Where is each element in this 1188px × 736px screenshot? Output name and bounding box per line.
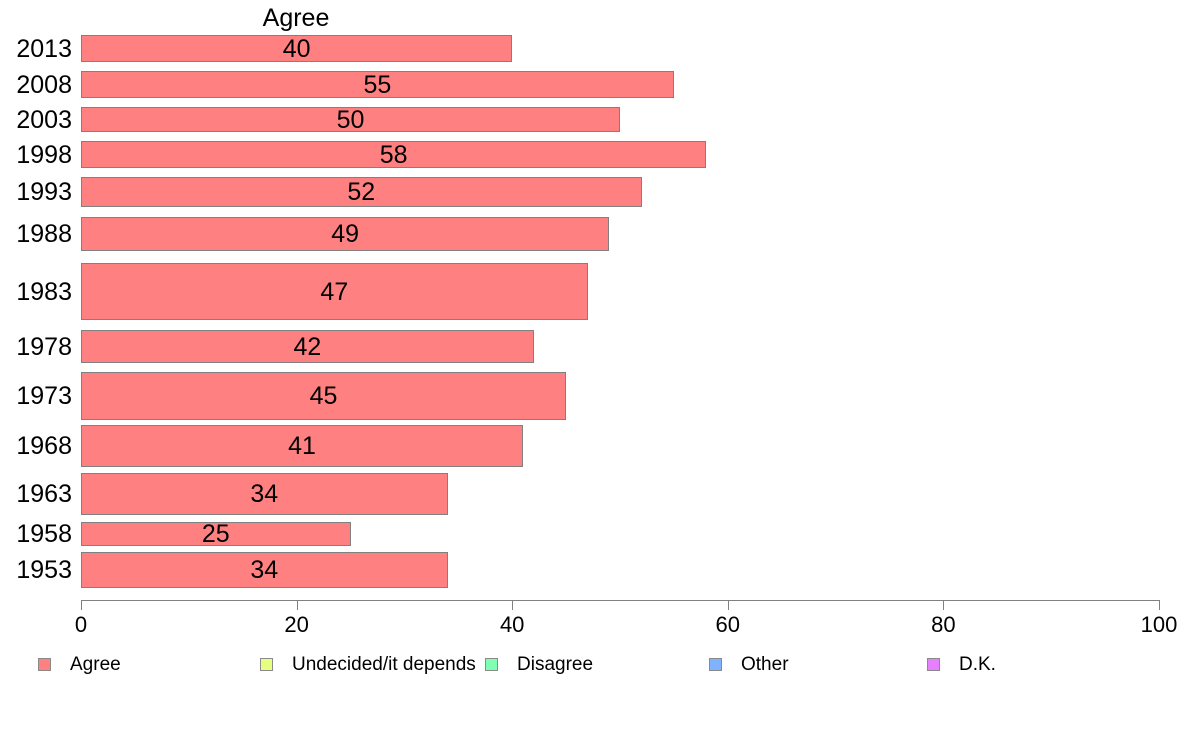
y-axis-label-1993: 1993 <box>16 178 72 206</box>
x-axis-tick-label-0: 0 <box>74 612 88 637</box>
bar-value-label-1978: 42 <box>293 332 322 361</box>
legend-label-3: Other <box>741 654 789 675</box>
legend-swatch-3 <box>709 658 722 671</box>
legend-swatch-2 <box>485 658 498 671</box>
bar-value-label-1983: 47 <box>320 277 349 306</box>
x-axis-tick-label-40: 40 <box>499 612 525 637</box>
bar-2013 <box>81 35 513 62</box>
y-axis-label-1953: 1953 <box>16 556 72 584</box>
bar-value-label-1958: 25 <box>201 520 230 548</box>
bar-1963 <box>81 473 448 515</box>
legend-label-2: Disagree <box>517 654 594 675</box>
legend-label-0: Agree <box>70 654 121 675</box>
bar-2008 <box>81 71 674 98</box>
bar-value-label-1953: 34 <box>250 556 279 584</box>
bar-1978 <box>81 330 534 363</box>
bar-value-label-1973: 45 <box>309 382 338 410</box>
bar-value-label-1993: 52 <box>347 178 376 206</box>
legend-swatch-0 <box>38 658 51 671</box>
y-axis-label-1998: 1998 <box>16 140 72 169</box>
chart-title: Agree <box>262 4 330 32</box>
bar-value-label-2008: 55 <box>363 70 392 99</box>
x-axis-tick-0 <box>81 601 82 610</box>
x-axis-tick-label-100: 100 <box>1140 612 1178 637</box>
x-axis-tick-80 <box>943 601 945 610</box>
y-axis-label-1963: 1963 <box>16 480 72 508</box>
x-axis-tick-40 <box>512 601 514 610</box>
x-axis-tick-100 <box>1159 601 1160 610</box>
x-axis-tick-label-20: 20 <box>284 612 309 637</box>
bar-1958 <box>81 522 351 546</box>
bar-value-label-1968: 41 <box>288 432 316 460</box>
y-axis-label-2003: 2003 <box>16 105 72 134</box>
legend-label-4: D.K. <box>959 654 996 675</box>
bar-1973 <box>81 372 567 420</box>
bar-value-label-1988: 49 <box>331 220 360 248</box>
x-axis-tick-60 <box>727 601 729 610</box>
bar-value-label-2003: 50 <box>336 105 365 134</box>
bar-1988 <box>81 217 610 251</box>
legend-swatch-4 <box>927 658 940 671</box>
bar-value-label-1963: 34 <box>250 480 279 508</box>
y-axis-label-1978: 1978 <box>16 332 72 361</box>
y-axis-label-1968: 1968 <box>16 432 72 460</box>
bar-1998 <box>81 141 707 168</box>
bar-value-label-2013: 40 <box>282 34 311 63</box>
x-axis-line <box>81 600 1160 601</box>
x-axis-tick-20 <box>296 601 298 610</box>
y-axis-label-2013: 2013 <box>16 34 72 63</box>
bar-2003 <box>81 107 620 132</box>
y-axis-label-2008: 2008 <box>16 70 72 99</box>
x-axis-tick-label-80: 80 <box>931 612 956 637</box>
y-axis-label-1988: 1988 <box>16 220 72 248</box>
y-axis-label-1983: 1983 <box>16 277 72 306</box>
bar-value-label-1998: 58 <box>379 140 408 169</box>
bar-1953 <box>81 552 448 588</box>
y-axis-label-1973: 1973 <box>16 382 72 410</box>
x-axis-tick-label-60: 60 <box>715 612 741 637</box>
legend-label-1: Undecided/it depends <box>292 654 476 675</box>
y-axis-label-1958: 1958 <box>16 520 72 548</box>
bar-1968 <box>81 425 523 467</box>
bar-1993 <box>81 177 642 207</box>
bar-1983 <box>81 263 588 320</box>
legend-swatch-1 <box>260 658 273 671</box>
